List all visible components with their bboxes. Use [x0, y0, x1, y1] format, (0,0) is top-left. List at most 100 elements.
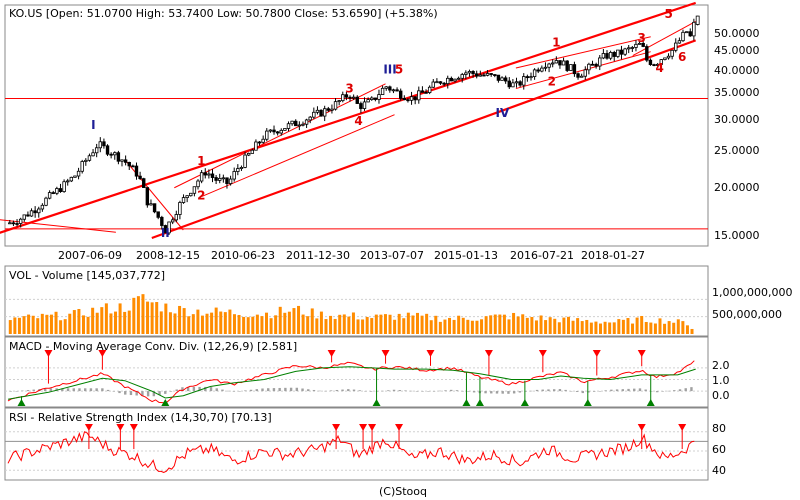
rsi-sell-marker	[332, 424, 341, 431]
macd-sell-marker	[327, 350, 336, 357]
wave-label: 2	[548, 75, 556, 89]
volume-bar	[36, 318, 40, 334]
candle-body	[297, 124, 302, 127]
rsi-y-axis: 80 60 40	[712, 422, 726, 477]
candle-body	[312, 111, 316, 118]
candle-body	[37, 208, 41, 214]
volume-bar	[49, 314, 53, 334]
candle-body	[265, 130, 269, 140]
candle-body	[66, 180, 70, 183]
candle-body	[561, 60, 566, 66]
macd-histogram-bar	[89, 388, 93, 392]
macd-histogram-bar	[129, 391, 133, 396]
candle-body	[84, 159, 88, 162]
candle-body	[319, 109, 323, 117]
candle-body	[55, 188, 59, 194]
volume-bar	[557, 322, 561, 334]
candle-body	[616, 49, 620, 57]
channel-line	[0, 219, 116, 233]
macd-histogram-bar	[570, 390, 573, 392]
macd-histogram-bar	[289, 387, 293, 392]
candle-body	[333, 101, 338, 110]
candle-body	[236, 168, 240, 172]
volume-bar	[260, 316, 264, 334]
macd-histogram-bar	[221, 389, 224, 392]
candle-body	[409, 96, 414, 101]
candle-body	[482, 74, 486, 77]
candle-body	[587, 63, 591, 71]
volume-y-axis: 1,000,000,000 500,000,000	[712, 286, 792, 321]
candle-body	[294, 120, 298, 127]
volume-bar	[589, 322, 593, 334]
candle-body	[413, 96, 417, 101]
price-panel-header: KO.US [Open: 51.0700 High: 53.7400 Low: …	[9, 7, 438, 20]
macd-histogram-bar	[364, 390, 367, 392]
volume-bar	[242, 316, 246, 334]
macd-histogram-bar	[495, 391, 499, 394]
candle-body	[565, 60, 569, 71]
macd-signal-line	[7, 366, 696, 400]
volume-bar	[608, 322, 612, 334]
candle-body	[579, 75, 584, 78]
wave-label: III	[383, 63, 396, 77]
macd-histogram-bar	[192, 386, 196, 392]
candle-body	[536, 69, 540, 72]
candle-body	[341, 94, 345, 102]
x-tick: 2008-12-15	[136, 249, 200, 262]
candle-body	[471, 71, 475, 75]
macd-sell-marker	[592, 350, 601, 357]
volume-bar	[580, 321, 584, 334]
volume-bar	[324, 319, 328, 334]
candle-body	[427, 86, 432, 93]
rsi-line	[7, 431, 695, 473]
macd-histogram-bar	[72, 388, 75, 392]
wave-label: 1	[197, 154, 205, 168]
macd-histogram-bar	[135, 391, 138, 396]
candle-body	[330, 108, 334, 111]
rsi-sell-marker	[84, 424, 93, 431]
candle-body	[80, 161, 84, 172]
candle-body	[601, 53, 606, 59]
macd-histogram-bar	[535, 389, 539, 392]
macd-buy-marker	[372, 399, 381, 406]
volume-bar	[676, 319, 680, 334]
rsi-y-tick: 80	[712, 422, 726, 435]
volume-bar	[205, 313, 209, 334]
volume-bar	[448, 317, 452, 334]
volume-bar	[525, 317, 529, 334]
channel-line	[201, 114, 395, 198]
candle-body	[149, 203, 153, 206]
candle-body	[391, 89, 396, 92]
candle-body	[113, 152, 117, 156]
candle-body	[583, 69, 587, 77]
macd-histogram-bar	[587, 391, 590, 393]
rsi-panel-header: RSI - Relative Strength Index (14,30,70)…	[9, 411, 272, 424]
volume-bar	[480, 319, 484, 334]
x-tick: 2015-01-13	[434, 249, 498, 262]
volume-bar	[457, 315, 461, 334]
wave-label: I	[91, 118, 95, 132]
macd-histogram-bar	[272, 388, 276, 392]
volume-bars	[8, 294, 694, 334]
candle-body	[315, 109, 320, 113]
wave-label: IV	[496, 106, 510, 120]
macd-histogram-bar	[552, 389, 556, 392]
macd-histogram-bar	[209, 387, 213, 392]
rsi-marks	[7, 424, 695, 473]
volume-bar	[17, 317, 21, 334]
macd-histogram-bar	[678, 389, 682, 392]
volume-bar	[667, 321, 671, 334]
candle-body	[207, 173, 211, 176]
macd-histogram-bar	[627, 388, 630, 392]
macd-histogram-bar	[78, 388, 81, 392]
volume-bar	[168, 312, 172, 334]
volume-bar	[265, 312, 269, 334]
candle-body	[608, 52, 613, 59]
volume-bar	[104, 303, 108, 334]
rsi-sell-marker	[368, 424, 377, 431]
candle-body	[26, 214, 30, 217]
macd-histogram-bar	[146, 391, 150, 397]
candle-body	[605, 53, 609, 59]
candle-body	[424, 91, 428, 94]
candle-body	[134, 165, 139, 177]
